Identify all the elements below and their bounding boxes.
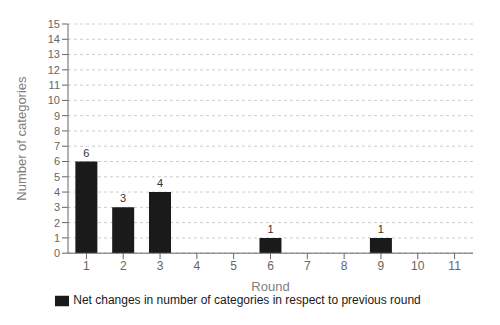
svg-text:4: 4 [54, 186, 60, 198]
svg-text:6: 6 [54, 155, 60, 167]
svg-text:6: 6 [83, 147, 89, 159]
svg-text:10: 10 [48, 94, 60, 106]
svg-text:0: 0 [54, 247, 60, 259]
svg-text:8: 8 [54, 125, 60, 137]
svg-text:4: 4 [157, 177, 163, 189]
svg-text:3: 3 [54, 201, 60, 213]
svg-text:6: 6 [267, 259, 274, 273]
svg-text:15: 15 [48, 18, 60, 30]
svg-text:7: 7 [304, 259, 311, 273]
svg-text:8: 8 [341, 259, 348, 273]
svg-text:5: 5 [54, 171, 60, 183]
svg-text:Number of categories: Number of categories [14, 76, 29, 201]
svg-text:1: 1 [378, 223, 384, 235]
svg-text:10: 10 [411, 259, 425, 273]
svg-text:2: 2 [54, 217, 60, 229]
svg-text:1: 1 [267, 223, 273, 235]
svg-text:9: 9 [378, 259, 385, 273]
svg-text:1: 1 [83, 259, 90, 273]
svg-text:2: 2 [120, 259, 127, 273]
svg-text:4: 4 [194, 259, 201, 273]
svg-text:3: 3 [120, 192, 126, 204]
svg-text:9: 9 [54, 110, 60, 122]
svg-text:11: 11 [49, 79, 60, 91]
svg-text:3: 3 [157, 259, 164, 273]
svg-text:13: 13 [48, 48, 60, 60]
svg-text:Round: Round [251, 279, 289, 294]
svg-text:1: 1 [54, 232, 60, 244]
svg-text:12: 12 [48, 64, 60, 76]
svg-text:11: 11 [448, 259, 461, 273]
svg-text:5: 5 [230, 259, 237, 273]
svg-text:7: 7 [54, 140, 60, 152]
svg-text:14: 14 [48, 33, 60, 45]
html-text:Net changes in number of categ: Net changes in number of categories in r… [73, 293, 421, 308]
